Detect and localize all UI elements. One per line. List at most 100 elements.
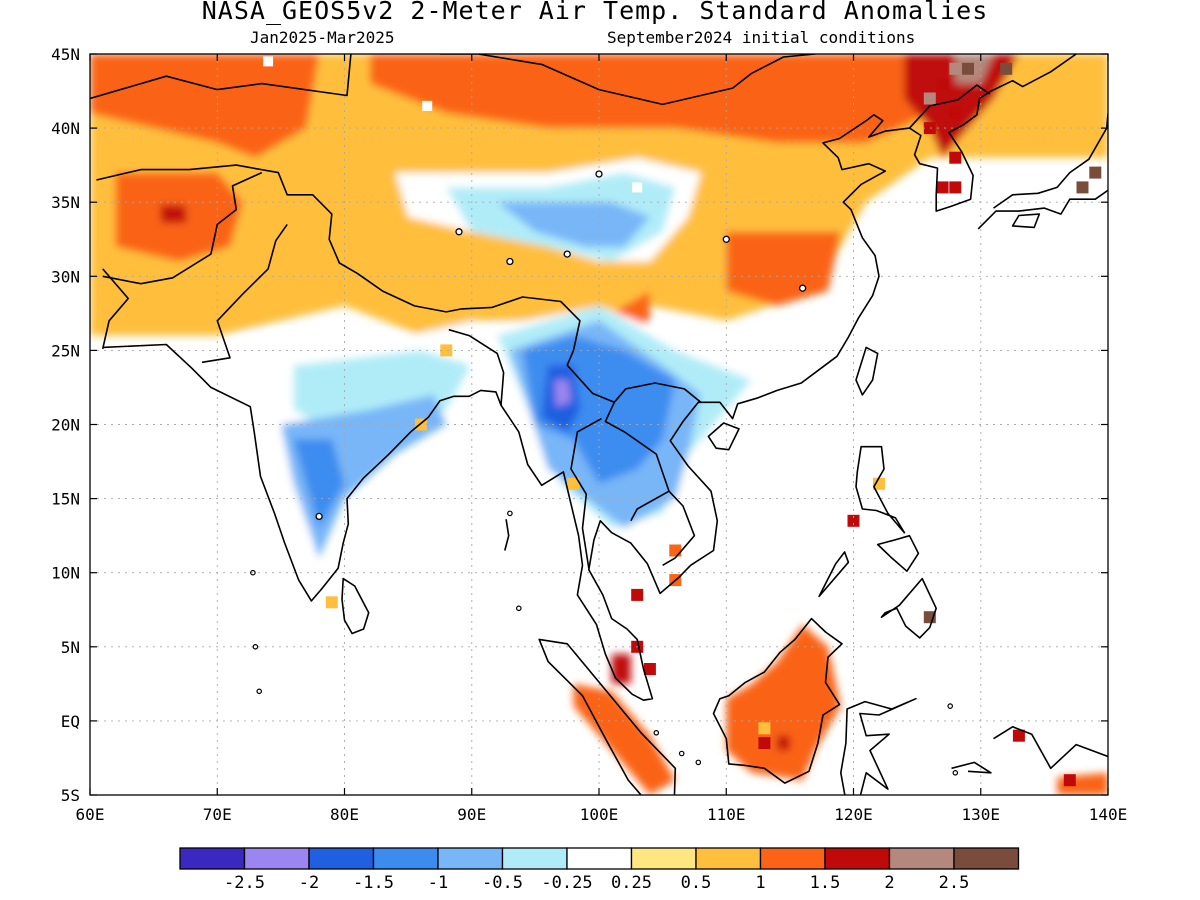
island-outline: [256, 688, 263, 695]
anomaly-cell: [847, 514, 860, 527]
y-tick-label: 25N: [51, 341, 80, 360]
colorbar-label: 0.25: [611, 873, 652, 893]
colorbar-swatch: [243, 847, 310, 870]
island-outline: [695, 759, 702, 766]
anomaly-cell: [923, 92, 936, 105]
y-tick-label: 40N: [51, 119, 80, 138]
coastline-luzon: [855, 445, 906, 534]
colorbar-label: 1.5: [810, 873, 841, 893]
lake-outline: [798, 284, 807, 292]
colorbar-label: -2.5: [224, 873, 265, 893]
anomaly-cell: [949, 181, 962, 194]
coastline-border-mongolia: [439, 54, 816, 106]
anomaly-region-east-china-hot: [726, 231, 841, 306]
anomaly-cell: [1012, 729, 1025, 742]
y-tick-label: 10N: [51, 564, 80, 583]
colorbar-swatch: [308, 847, 375, 870]
anomaly-cell: [962, 62, 974, 75]
anomaly-cell: [936, 181, 949, 194]
coastline-border-korea: [908, 84, 991, 129]
chart-title: NASA_GEOS5v2 2-Meter Air Temp. Standard …: [201, 0, 989, 25]
x-tick-label: 90E: [457, 805, 486, 824]
coastline-timor-seram: [951, 761, 992, 774]
x-tick-label: 120E: [834, 805, 873, 824]
colorbar-swatch: [437, 847, 504, 870]
anomaly-cell: [440, 344, 453, 357]
island-outline: [947, 703, 954, 709]
colorbar-swatch: [953, 847, 1020, 870]
anomaly-cell: [923, 122, 936, 135]
anomaly-region-sumatra-spot: [611, 654, 631, 684]
island-outline: [653, 729, 660, 736]
coastline-border-afghan-pak: [102, 171, 263, 285]
coastline-border-india-pak: [201, 223, 288, 364]
coastline-border-vietnam: [662, 490, 696, 566]
colorbar-swatch: [759, 847, 826, 870]
latitude-axis: 45N 40N 35N 30N 25N 20N 15N 10N 5N EQ 5S: [51, 45, 1108, 805]
colorbar-label: -1.5: [353, 873, 394, 893]
coastline-visayas: [876, 534, 920, 573]
y-tick-label: EQ: [61, 712, 80, 731]
coastlines: [90, 54, 1108, 795]
anomaly-cell: [1000, 62, 1013, 75]
anomaly-region-myanmar-center: [554, 380, 571, 407]
y-tick-label: 20N: [51, 416, 80, 435]
colorbar-label: -1: [428, 873, 448, 893]
coastline-border-kazakh: [90, 54, 352, 100]
coastline-border-indochina: [604, 401, 670, 522]
coastline-border-himalaya: [96, 164, 702, 404]
colorbar-swatch: [630, 847, 697, 870]
y-tick-label: 15N: [51, 490, 80, 509]
anomaly-region-sumatra-hot: [573, 683, 676, 795]
x-tick-label: 110E: [707, 805, 746, 824]
coastline-border-iran: [101, 268, 129, 350]
white-speck: [632, 182, 643, 193]
colorbar-swatch: [824, 847, 891, 870]
anomaly-region-central-asia-hot: [90, 54, 320, 158]
coastline-sulawesi: [839, 697, 917, 795]
anomaly-cell: [936, 77, 949, 90]
anomaly-region-north-china-hot: [370, 54, 956, 143]
coastline-palawan: [818, 551, 850, 598]
island-outline: [515, 605, 522, 612]
coastline-sumatra: [538, 638, 677, 795]
lake-outline: [722, 235, 730, 243]
anomaly-cell: [567, 477, 580, 490]
colorbar-label: -0.5: [482, 873, 523, 893]
x-tick-label: 140E: [1089, 805, 1128, 824]
colorbar: [179, 847, 1020, 870]
x-tick-label: 100E: [580, 805, 619, 824]
lake-outline: [315, 512, 323, 521]
coastline-hainan: [707, 422, 740, 451]
white-speck: [422, 100, 433, 111]
colorbar-label: 2: [884, 873, 894, 893]
anomaly-cell: [1063, 774, 1076, 787]
colorbar-swatch: [372, 847, 439, 870]
y-tick-label: 30N: [51, 267, 80, 286]
y-tick-label: 5N: [61, 638, 80, 657]
x-tick-label: 130E: [961, 805, 1000, 824]
coastline-shikoku: [1011, 213, 1041, 229]
coastline-border-bangladesh: [448, 328, 505, 406]
island-outline: [678, 750, 685, 757]
anomaly-cell: [873, 477, 885, 490]
lake-outline: [563, 250, 571, 258]
colorbar-label: -0.25: [541, 873, 592, 893]
anomaly-region-borneo-hot: [726, 624, 841, 781]
colorbar-swatch: [566, 847, 633, 870]
anomaly-region-iran-core: [160, 205, 187, 223]
y-tick-label: 5S: [61, 786, 80, 805]
anomaly-cell: [949, 107, 962, 120]
y-tick-label: 35N: [51, 193, 80, 212]
coastline-sea-of-japan-coast: [993, 113, 1108, 209]
colorbar-label: 1: [755, 873, 765, 893]
colorbar-label: 0.5: [681, 873, 712, 893]
coastline-asia-mainland: [102, 54, 1077, 702]
initial-conditions: September2024 initial conditions: [607, 28, 916, 47]
lake-outline: [506, 257, 514, 266]
white-speck: [912, 278, 923, 289]
coastline-border-thai-myanmar: [570, 417, 602, 569]
colorbar-swatch: [695, 847, 762, 870]
anomaly-region-india-deepblue: [293, 439, 345, 529]
coastline-taiwan: [855, 346, 879, 396]
